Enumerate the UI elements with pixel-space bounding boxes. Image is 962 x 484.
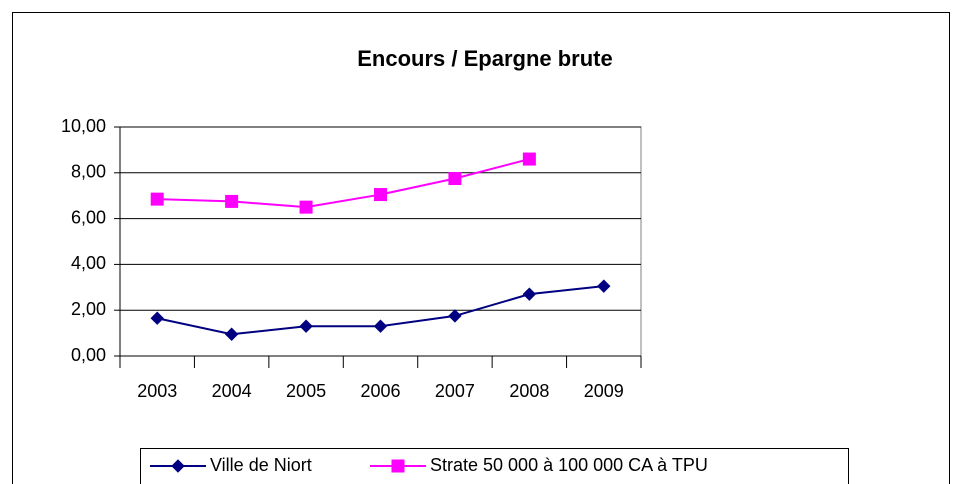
y-tick-label: 8,00 [71, 162, 106, 182]
legend-box [140, 448, 849, 484]
y-tick-label: 10,00 [61, 116, 106, 136]
y-tick-label: 6,00 [71, 207, 106, 227]
x-tick-label: 2003 [137, 381, 177, 401]
data-point [150, 192, 164, 206]
x-tick-label: 2009 [584, 381, 624, 401]
x-tick-label: 2006 [360, 381, 400, 401]
data-point [374, 188, 387, 202]
data-point [522, 287, 537, 301]
data-point [448, 309, 462, 323]
x-tick-label: 2004 [212, 381, 252, 401]
data-point [448, 172, 462, 186]
legend-label: Strate 50 000 à 100 000 CA à TPU [430, 455, 708, 475]
data-point [522, 152, 536, 166]
data-point [150, 311, 164, 325]
x-tick-label: 2005 [286, 381, 326, 401]
legend-marker [171, 459, 185, 473]
chart-title: Encours / Epargne brute [357, 46, 613, 71]
x-tick-label: 2007 [435, 381, 475, 401]
series-line [157, 158, 530, 209]
data-point [299, 200, 313, 214]
y-tick-label: 4,00 [71, 253, 106, 273]
data-point [225, 194, 239, 208]
data-point [224, 327, 239, 341]
legend-label: Ville de Niort [210, 455, 312, 475]
x-tick-label: 2008 [509, 381, 549, 401]
legend-marker [391, 459, 405, 473]
y-tick-label: 0,00 [71, 345, 106, 365]
data-point [373, 319, 388, 333]
y-tick-label: 2,00 [71, 299, 106, 319]
data-point [597, 279, 611, 293]
data-point [299, 319, 313, 333]
